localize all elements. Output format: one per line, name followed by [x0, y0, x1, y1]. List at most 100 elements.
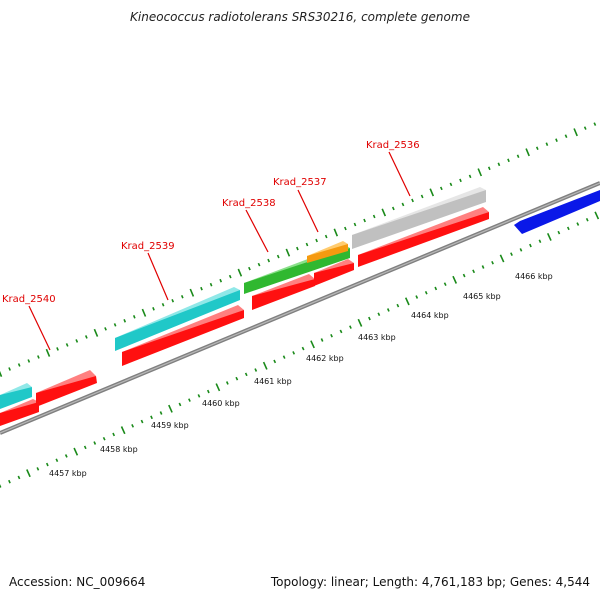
major-tick	[189, 288, 195, 297]
minor-tick	[434, 286, 438, 291]
cds-arrow-left-edge[interactable]	[0, 399, 39, 426]
minor-tick	[17, 363, 21, 367]
major-tick	[237, 268, 243, 277]
minor-tick	[510, 252, 513, 256]
minor-tick	[180, 294, 184, 299]
minor-tick	[8, 479, 11, 484]
major-tick	[26, 469, 31, 478]
minor-tick	[225, 381, 229, 385]
minor-tick	[415, 295, 419, 299]
minor-tick	[481, 265, 485, 269]
minor-tick	[396, 303, 400, 308]
minor-tick	[159, 411, 163, 415]
minor-tick	[315, 238, 318, 243]
label-leaders	[28, 151, 411, 351]
minor-tick	[132, 315, 136, 319]
minor-tick	[462, 273, 466, 278]
minor-tick	[171, 298, 175, 303]
minor-tick	[576, 222, 580, 226]
minor-tick	[248, 266, 251, 271]
minor-tick	[305, 242, 309, 247]
minor-tick	[535, 146, 539, 151]
minor-tick	[84, 335, 88, 339]
minor-tick	[529, 243, 532, 248]
minor-tick	[113, 323, 117, 327]
pseudo-feature-krad-2536[interactable]	[352, 187, 486, 249]
major-tick	[73, 447, 79, 456]
misc-feature-krad-2537[interactable]	[307, 241, 348, 263]
gene-label-krad-2540[interactable]: Krad_2540	[2, 294, 56, 305]
minor-tick	[276, 254, 280, 259]
minor-tick	[37, 355, 40, 359]
gene-label-krad-2536[interactable]: Krad_2536	[366, 140, 420, 151]
minor-tick	[564, 134, 568, 139]
major-tick	[573, 128, 578, 137]
major-tick	[525, 148, 530, 157]
major-tick	[0, 370, 3, 378]
minor-tick	[140, 419, 144, 424]
minor-tick	[65, 343, 69, 347]
major-tick	[546, 232, 552, 241]
major-tick	[499, 254, 505, 263]
gene-label-krad-2538[interactable]: Krad_2538	[222, 198, 276, 209]
minor-tick	[349, 325, 352, 329]
gene-label-krad-2537[interactable]: Krad_2537	[273, 177, 327, 188]
minor-tick	[219, 278, 223, 283]
minor-tick	[330, 333, 333, 338]
minor-tick	[64, 454, 68, 458]
blue-feature-arrow[interactable]	[514, 190, 600, 234]
minor-tick	[449, 182, 453, 187]
minor-tick	[372, 214, 376, 219]
rna-feature-krad-2539[interactable]	[115, 287, 240, 351]
minor-tick	[150, 415, 153, 420]
minor-tick	[555, 138, 558, 142]
minor-tick	[566, 226, 570, 231]
minor-tick	[377, 312, 381, 317]
minor-tick	[56, 347, 59, 351]
minor-tick	[104, 327, 107, 331]
minor-tick	[472, 269, 476, 274]
minor-tick	[583, 126, 587, 130]
minor-tick	[235, 376, 239, 381]
backbone-highlight	[0, 182, 600, 434]
major-tick	[357, 318, 363, 327]
cds-arrow-krad-2538[interactable]	[252, 274, 315, 310]
cds-arrow-krad-2537[interactable]	[314, 259, 354, 286]
scale-label: 4458 kbp	[100, 445, 138, 454]
major-tick	[452, 275, 458, 284]
minor-tick	[257, 262, 261, 267]
major-tick	[168, 404, 173, 413]
rna-feature-krad-2540[interactable]	[0, 383, 32, 409]
gene-label-krad-2539[interactable]: Krad_2539	[121, 241, 175, 252]
minor-tick	[27, 359, 31, 363]
minor-tick	[519, 248, 523, 252]
major-tick	[594, 211, 600, 220]
major-tick	[141, 308, 147, 317]
cds-arrow-krad-2540[interactable]	[36, 370, 97, 407]
minor-tick	[178, 402, 182, 407]
minor-tick	[443, 282, 447, 286]
minor-tick	[200, 286, 203, 291]
minor-tick	[386, 308, 390, 312]
scale-label: 4462 kbp	[306, 354, 344, 363]
scale-label: 4461 kbp	[254, 377, 292, 386]
major-tick	[45, 348, 51, 357]
major-tick	[262, 361, 268, 370]
cds-arrow-krad-2536[interactable]	[358, 207, 489, 267]
minor-tick	[491, 260, 494, 265]
minor-tick	[468, 174, 472, 179]
minor-tick	[152, 307, 155, 311]
minor-tick	[424, 290, 428, 295]
minor-tick	[131, 424, 135, 428]
minor-tick	[273, 359, 277, 364]
minor-tick	[324, 234, 328, 239]
minor-tick	[497, 162, 501, 167]
cds-arrow-krad-2539[interactable]	[122, 305, 244, 366]
major-tick	[285, 248, 291, 257]
minor-tick	[161, 302, 165, 307]
major-tick	[93, 328, 99, 337]
major-tick	[477, 168, 483, 177]
minor-tick	[197, 394, 201, 398]
major-tick	[333, 228, 339, 237]
